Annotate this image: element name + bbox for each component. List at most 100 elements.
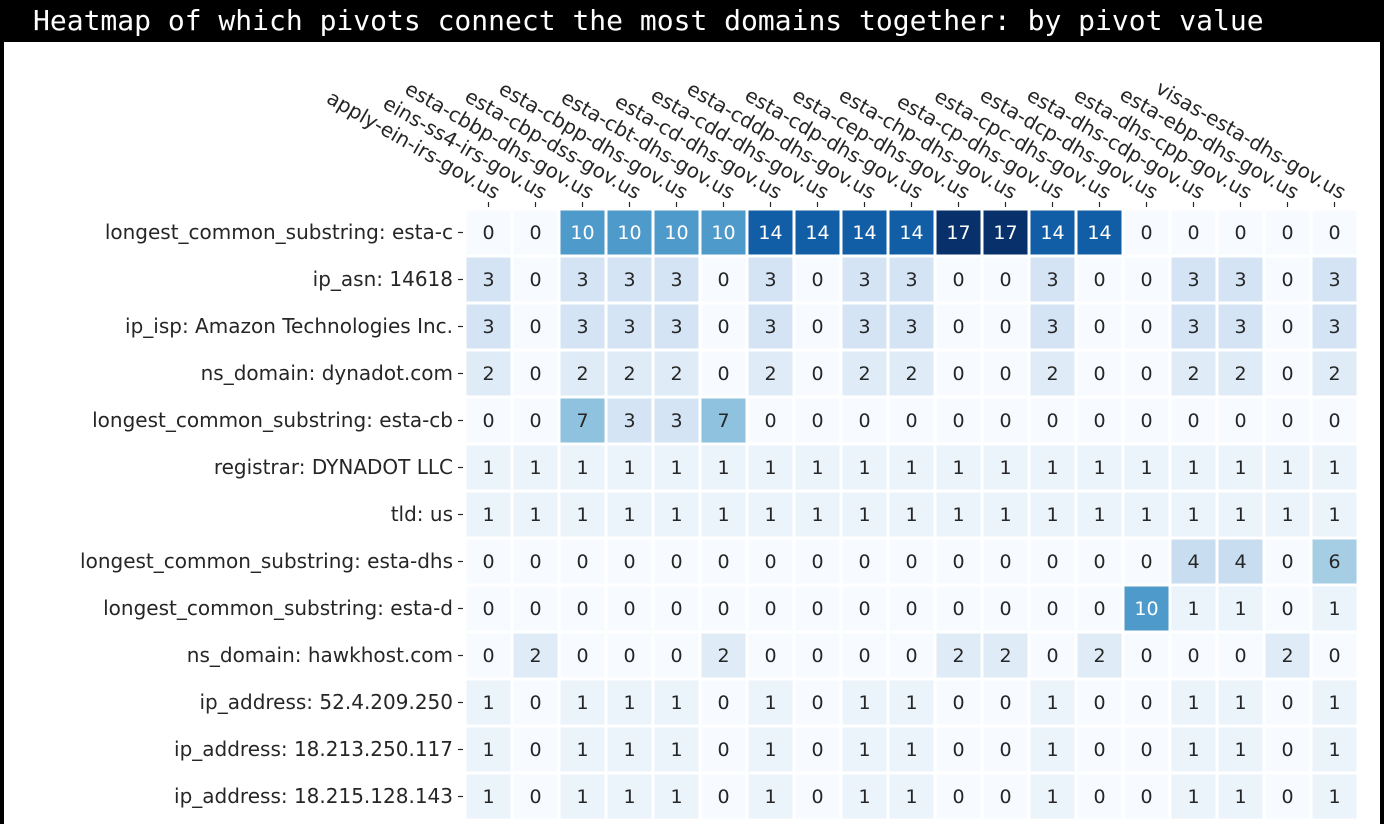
heatmap-cell [1218, 492, 1263, 537]
heatmap-cell [936, 586, 981, 631]
y-tick-label: ip_address: 18.213.250.117 [174, 737, 453, 761]
heatmap-cell [701, 680, 746, 725]
heatmap-cell [1124, 727, 1169, 772]
cell-value-label: 0 [1328, 410, 1340, 432]
heatmap-cells: 0 0 10 10 10 10 14 14 14 14 17 17 14 14 0 0 0 0 03 0 3 3 3 0 3 0 3… [466, 210, 1357, 819]
heatmap-cell [654, 586, 699, 631]
heatmap-cell [1312, 586, 1357, 631]
cell-value-label: 17 [993, 222, 1017, 244]
cell-value-label: 0 [1093, 410, 1105, 432]
cell-value-label: 0 [717, 269, 729, 291]
heatmap-cell [513, 210, 558, 255]
heatmap-cell [1077, 445, 1122, 490]
cell-value-label: 2 [1046, 363, 1058, 385]
heatmap-cell [1124, 586, 1169, 631]
cell-value-label: 2 [482, 363, 494, 385]
heatmap-cell [795, 774, 840, 819]
heatmap-cell [889, 680, 934, 725]
heatmap-cell [466, 586, 511, 631]
heatmap-cell [936, 210, 981, 255]
cell-value-label: 3 [1328, 316, 1340, 338]
heatmap-cell [1218, 680, 1263, 725]
cell-value-label: 3 [670, 410, 682, 432]
cell-value-label: 0 [999, 316, 1011, 338]
cell-value-label: 0 [1140, 739, 1152, 761]
cell-value-label: 0 [1140, 222, 1152, 244]
heatmap-cell [795, 257, 840, 302]
cell-value-label: 3 [1234, 316, 1246, 338]
cell-value-label: 1 [576, 457, 588, 479]
cell-value-label: 0 [623, 551, 635, 573]
cell-value-label: 0 [764, 645, 776, 667]
heatmap-cell [1265, 539, 1310, 584]
cell-value-label: 0 [811, 410, 823, 432]
heatmap-cell [842, 586, 887, 631]
cell-value-label: 0 [952, 692, 964, 714]
y-tick-label: longest_common_substring: esta-cb [92, 408, 453, 432]
heatmap-cell [1030, 633, 1075, 678]
heatmap-cell [936, 398, 981, 443]
heatmap-cell [795, 539, 840, 584]
y-tick-label: tld: us [391, 502, 453, 526]
heatmap-cell [466, 398, 511, 443]
cell-value-label: 10 [617, 222, 641, 244]
cell-value-label: 3 [576, 269, 588, 291]
heatmap-cell [1265, 304, 1310, 349]
cell-value-label: 0 [482, 222, 494, 244]
cell-value-label: 2 [1281, 645, 1293, 667]
heatmap-cell [1124, 351, 1169, 396]
heatmap-cell [1218, 539, 1263, 584]
cell-value-label: 3 [623, 316, 635, 338]
heatmap-cell [1030, 774, 1075, 819]
cell-value-label: 1 [482, 692, 494, 714]
cell-value-label: 0 [576, 551, 588, 573]
cell-value-label: 1 [1187, 786, 1199, 808]
heatmap-cell [466, 774, 511, 819]
cell-value-label: 0 [670, 551, 682, 573]
heatmap-cell [983, 445, 1028, 490]
cell-value-label: 0 [717, 739, 729, 761]
cell-value-label: 1 [1234, 457, 1246, 479]
cell-value-label: 0 [482, 598, 494, 620]
heatmap-cell [936, 633, 981, 678]
heatmap-cell [842, 210, 887, 255]
heatmap-cell [795, 586, 840, 631]
cell-value-label: 1 [1234, 786, 1246, 808]
cell-value-label: 0 [1328, 222, 1340, 244]
heatmap-cell [560, 351, 605, 396]
heatmap-cell [701, 774, 746, 819]
cell-value-label: 0 [764, 598, 776, 620]
heatmap-cell [466, 257, 511, 302]
heatmap-cell [889, 257, 934, 302]
cell-value-label: 0 [576, 598, 588, 620]
heatmap-cell [513, 445, 558, 490]
cell-value-label: 1 [482, 504, 494, 526]
y-tick-label: ip_address: 52.4.209.250 [199, 690, 453, 714]
cell-value-label: 1 [576, 504, 588, 526]
heatmap-cell [560, 304, 605, 349]
cell-value-label: 3 [482, 269, 494, 291]
cell-value-label: 1 [529, 457, 541, 479]
heatmap-cell [936, 492, 981, 537]
heatmap-cell [936, 727, 981, 772]
cell-value-label: 3 [1328, 269, 1340, 291]
cell-value-label: 0 [811, 269, 823, 291]
y-tick-label: longest_common_substring: esta-d [103, 596, 453, 620]
heatmap-cell [1312, 727, 1357, 772]
heatmap-cell [1077, 680, 1122, 725]
heatmap-cell [1312, 257, 1357, 302]
heatmap-cell [513, 398, 558, 443]
cell-value-label: 0 [905, 410, 917, 432]
cell-value-label: 0 [1281, 551, 1293, 573]
cell-value-label: 0 [1281, 692, 1293, 714]
cell-value-label: 1 [670, 504, 682, 526]
cell-value-label: 3 [623, 410, 635, 432]
heatmap-cell [889, 774, 934, 819]
cell-value-label: 1 [1046, 692, 1058, 714]
heatmap-cell [607, 633, 652, 678]
heatmap-cell [983, 398, 1028, 443]
heatmap-cell [1124, 539, 1169, 584]
heatmap-cell [748, 257, 793, 302]
heatmap-cell [607, 351, 652, 396]
heatmap-cell [1124, 398, 1169, 443]
